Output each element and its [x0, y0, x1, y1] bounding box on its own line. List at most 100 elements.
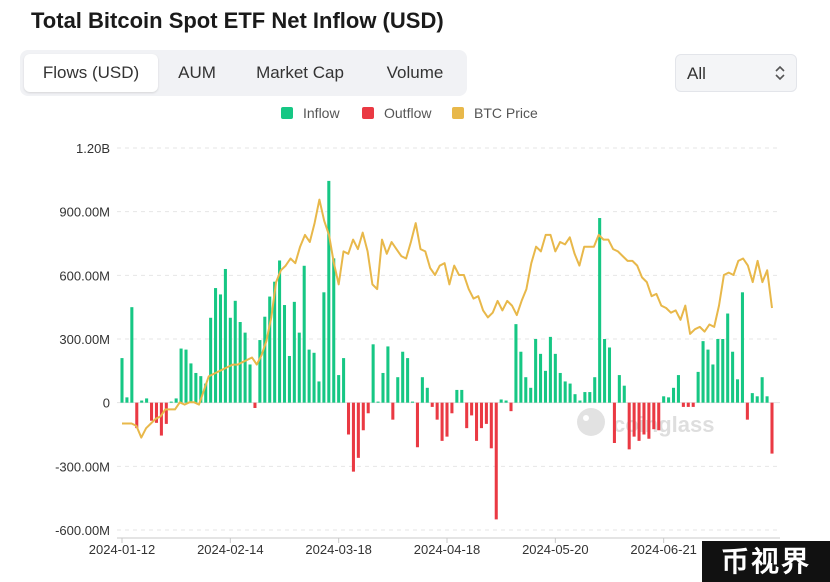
x-tick-label: 2024-05-20	[522, 542, 589, 557]
outflow-bar	[647, 402, 651, 439]
outflow-bar	[652, 402, 656, 430]
tab-market-cap[interactable]: Market Cap	[256, 63, 344, 82]
inflow-bar	[578, 400, 582, 403]
inflow-bar	[558, 372, 562, 403]
inflow-bar	[169, 401, 173, 403]
y-tick-label: 300.00M	[59, 332, 110, 347]
range-select-value: All	[687, 64, 706, 83]
inflow-bar	[376, 401, 380, 403]
legend-outflow-swatch	[362, 107, 374, 119]
inflow-bar	[420, 377, 424, 403]
outflow-bar	[489, 402, 493, 449]
outflow-bar	[435, 402, 439, 420]
inflow-bar	[243, 332, 247, 403]
inflow-bar	[524, 377, 528, 403]
inflow-bar	[381, 372, 385, 403]
y-tick-label: 1.20B	[76, 141, 110, 156]
outflow-bar	[470, 402, 474, 416]
inflow-bar	[573, 394, 577, 403]
inflow-bar	[711, 364, 715, 403]
outflow-bar	[484, 402, 488, 424]
inflow-bar	[514, 324, 518, 403]
tab-flows[interactable]: Flows (USD)	[24, 54, 158, 92]
inflow-bar	[755, 396, 759, 403]
outflow-bar	[642, 402, 646, 435]
legend-inflow-swatch	[281, 107, 293, 119]
outflow-bar	[494, 402, 498, 520]
inflow-bar	[667, 397, 671, 403]
legend-btc-price-swatch	[452, 107, 464, 119]
legend-outflow-label: Outflow	[384, 105, 432, 121]
inflow-bar	[617, 375, 621, 403]
inflow-bar	[342, 358, 346, 403]
x-axis-labels: 2024-01-12 2024-02-14 2024-03-18 2024-04-18…	[89, 538, 697, 557]
outflow-bar	[509, 402, 513, 412]
coinglass-logo-eye	[583, 415, 589, 421]
inflow-bar	[233, 300, 237, 403]
inflow-bar	[312, 352, 316, 403]
chart-legend: Inflow Outflow BTC Price	[0, 104, 830, 122]
inflow-bar	[179, 348, 183, 403]
page-title: Total Bitcoin Spot ETF Net Inflow (USD)	[31, 8, 444, 33]
inflow-bar	[588, 392, 592, 403]
outflow-bar	[154, 402, 158, 423]
inflow-bar	[563, 381, 567, 403]
inflow-bar	[278, 260, 282, 403]
outflow-bar	[253, 402, 257, 408]
inflow-bar	[327, 180, 331, 403]
x-tick-label: 2024-06-21	[630, 542, 697, 557]
inflow-bar	[504, 400, 508, 403]
flow-bars	[120, 180, 774, 520]
outflow-bar	[657, 402, 661, 431]
inflow-bar	[721, 339, 725, 403]
inflow-bar	[396, 377, 400, 403]
inflow-bar	[736, 379, 740, 403]
outflow-bar	[745, 402, 749, 420]
inflow-bar	[268, 296, 272, 403]
inflow-bar	[568, 383, 572, 403]
inflow-bar	[273, 281, 277, 403]
inflow-bar	[248, 364, 252, 403]
tab-aum[interactable]: AUM	[178, 63, 216, 82]
outflow-bar	[465, 402, 469, 429]
inflow-bar	[543, 370, 548, 403]
inflow-bar	[519, 351, 523, 403]
inflow-bar	[411, 401, 415, 403]
inflow-bar	[332, 258, 336, 403]
inflow-bar	[676, 375, 680, 403]
outflow-bar	[440, 402, 444, 441]
inflow-bar	[194, 372, 198, 403]
outflow-bar	[691, 402, 695, 407]
inflow-bar	[460, 389, 464, 403]
y-tick-label: 0	[103, 396, 110, 411]
outflow-bar	[632, 402, 636, 437]
inflow-bar	[593, 377, 597, 403]
inflow-bar	[529, 387, 533, 403]
range-select[interactable]: All	[675, 54, 797, 92]
inflow-bar	[548, 336, 552, 403]
outflow-bar	[681, 402, 685, 407]
outflow-bar	[415, 402, 419, 448]
inflow-bar	[425, 387, 429, 403]
outflow-bar	[637, 402, 641, 441]
x-tick-label: 2024-01-12	[89, 542, 156, 557]
inflow-bar	[406, 358, 410, 403]
inflow-bar	[140, 400, 144, 403]
inflow-bar	[258, 340, 262, 403]
inflow-bar	[282, 305, 287, 403]
inflow-bar	[204, 383, 208, 403]
inflow-bar	[539, 353, 543, 403]
y-axis-labels: 1.20B 900.00M 600.00M 300.00M 0 -300.00M -600.…	[55, 141, 110, 538]
coinglass-logo-icon	[577, 408, 605, 436]
inflow-bar	[622, 385, 626, 403]
tab-volume[interactable]: Volume	[386, 63, 444, 82]
inflow-bar	[706, 349, 710, 403]
inflow-bar	[750, 393, 754, 403]
inflow-bar	[598, 218, 602, 403]
outflow-bar	[346, 402, 351, 435]
inflow-bar	[337, 375, 341, 403]
inflow-bar	[371, 344, 375, 403]
inflow-bar	[209, 317, 213, 403]
inflow-bar	[302, 265, 306, 403]
inflow-bar	[184, 349, 188, 403]
